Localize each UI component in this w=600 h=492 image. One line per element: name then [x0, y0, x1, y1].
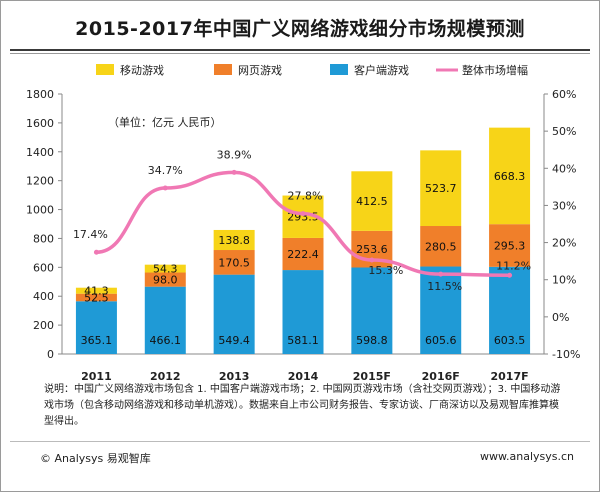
bar-client-2016F	[420, 266, 462, 354]
y-tick-label-left: 800	[33, 232, 54, 245]
y-tick-label-left: 0	[47, 348, 54, 361]
y-tick-label-right: 10%	[552, 274, 576, 287]
bar-web-2017F	[489, 224, 531, 267]
bar-client-2013	[213, 274, 255, 354]
bar-client-2017F	[489, 266, 531, 354]
bar-value-label: 52.5	[84, 291, 109, 304]
bar-value-label: 598.8	[356, 334, 388, 347]
x-tick-label: 2014	[288, 370, 319, 383]
growth-point	[93, 249, 99, 255]
y-tick-label-left: 1200	[26, 175, 54, 188]
legend-swatch	[96, 64, 114, 75]
bar-value-label: 280.5	[425, 240, 457, 253]
y-tick-label-left: 600	[33, 261, 54, 274]
source-credit: © Analysys 易观智库	[40, 452, 151, 465]
legend-label: 移动游戏	[120, 64, 164, 77]
title-divider-thin	[10, 53, 590, 54]
growth-label: 11.2%	[496, 259, 531, 272]
bar-value-label: 138.8	[218, 234, 250, 247]
y-tick-label-left: 1000	[26, 204, 54, 217]
bar-mobile-2016F	[420, 150, 462, 227]
bar-value-label: 41.3	[84, 285, 109, 298]
x-tick-label: 2013	[219, 370, 250, 383]
bar-client-2012	[144, 286, 186, 354]
growth-label: 17.4%	[73, 228, 108, 241]
y-tick-label-left: 200	[33, 319, 54, 332]
x-tick-label: 2017F	[491, 370, 529, 383]
chart-note: 说明：中国广义网络游戏市场包含 1. 中国客户端游戏市场；2. 中国网页游戏市场…	[44, 384, 561, 427]
bar-value-label: 668.3	[494, 170, 526, 183]
bar-web-2014	[282, 237, 324, 271]
growth-line	[94, 170, 512, 278]
y-tick-label-left: 1400	[26, 146, 54, 159]
chart-title: 2015-2017年中国广义网络游戏细分市场规模预测	[75, 18, 525, 40]
growth-point	[231, 169, 237, 175]
source-url: www.analysys.cn	[480, 450, 574, 463]
growth-point	[438, 271, 444, 277]
x-tick-label: 2011	[81, 370, 112, 383]
y-tick-label-right: 0%	[552, 311, 569, 324]
legend-swatch	[330, 64, 348, 75]
x-tick-label: 2012	[150, 370, 181, 383]
bar-client-2011	[75, 301, 117, 354]
y-tick-label-right: 30%	[552, 199, 576, 212]
bar-mobile-2013	[213, 229, 255, 251]
bar-web-2013	[213, 250, 255, 275]
y-tick-label-left: 1600	[26, 117, 54, 130]
bar-client-2014	[282, 270, 324, 354]
bar-value-label: 605.6	[425, 334, 457, 347]
growth-label: 34.7%	[148, 164, 183, 177]
bar-value-label: 98.0	[153, 274, 178, 287]
bar-value-label: 466.1	[150, 334, 182, 347]
unit-label: （单位：亿元 人民币）	[108, 115, 222, 129]
bar-value-label: 170.5	[218, 256, 250, 269]
footer-divider	[10, 441, 590, 442]
bar-value-label: 603.5	[494, 334, 526, 347]
legend-label: 网页游戏	[238, 64, 282, 77]
bar-value-label: 412.5	[356, 195, 388, 208]
bar-web-2011	[75, 293, 117, 302]
bar-web-2016F	[420, 226, 462, 267]
bar-mobile-2011	[75, 287, 117, 294]
y-tick-label-right: 20%	[552, 237, 576, 250]
x-tick-label: 2016F	[422, 370, 460, 383]
bar-value-label: 222.4	[287, 248, 319, 261]
y-tick-label-right: 40%	[552, 162, 576, 175]
growth-point	[300, 211, 306, 217]
growth-label: 27.8%	[288, 190, 323, 203]
bar-mobile-2015F	[351, 171, 393, 231]
y-tick-label-left: 400	[33, 290, 54, 303]
bar-value-label: 365.1	[81, 334, 113, 347]
bar-value-label: 253.6	[356, 243, 388, 256]
bar-client-2015F	[351, 267, 393, 354]
y-tick-label-right: 50%	[552, 125, 576, 138]
bar-value-label: 295.3	[494, 240, 526, 253]
bar-value-label: 581.1	[287, 334, 319, 347]
growth-point	[507, 272, 513, 278]
legend-swatch	[214, 64, 232, 75]
legend-label: 客户端游戏	[354, 63, 409, 77]
growth-point	[369, 257, 375, 263]
bar-mobile-2012	[144, 264, 186, 273]
y-tick-label-left: 1800	[26, 88, 54, 101]
bar-value-label: 549.4	[218, 334, 250, 347]
growth-label: 11.5%	[427, 280, 462, 293]
growth-label: 15.3%	[368, 264, 403, 277]
title-divider	[10, 49, 590, 51]
bar-mobile-2017F	[489, 127, 531, 225]
x-tick-label: 2015F	[353, 370, 391, 383]
growth-label: 38.9%	[217, 148, 252, 161]
legend-label: 整体市场增幅	[462, 63, 528, 77]
growth-point	[162, 185, 168, 191]
y-tick-label-right: 60%	[552, 88, 576, 101]
bar-value-label: 54.3	[153, 263, 178, 276]
bar-web-2012	[144, 272, 186, 287]
y-tick-label-right: -10%	[552, 348, 580, 361]
bar-value-label: 523.7	[425, 182, 457, 195]
